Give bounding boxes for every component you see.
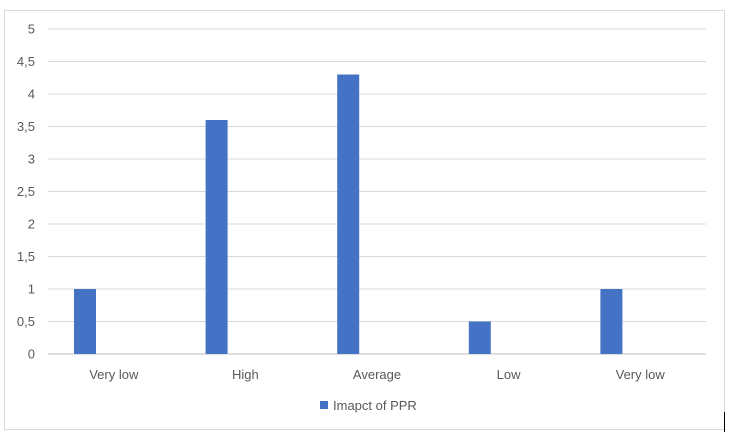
bar: [600, 289, 623, 354]
x-tick-label: Low: [497, 367, 521, 382]
bar: [468, 321, 491, 354]
bar: [205, 120, 228, 354]
legend-label: Imapct of PPR: [333, 398, 417, 413]
y-tick-label: 2,5: [17, 184, 35, 199]
bars: [74, 74, 623, 354]
y-tick-label: 0: [28, 347, 35, 362]
bar: [337, 74, 360, 354]
y-tick-label: 3: [28, 152, 35, 167]
x-tick-label: Average: [353, 367, 401, 382]
y-axis-tick-labels: 0 0,5 1 1,5 2 2,5 3 3,5 4 4,5 5: [17, 22, 35, 362]
bar: [74, 289, 96, 354]
y-tick-label: 2: [28, 217, 35, 232]
x-axis-tick-labels: Very low High Average Low Very low: [89, 367, 665, 382]
x-tick-label: High: [232, 367, 259, 382]
x-tick-label: Very low: [616, 367, 666, 382]
y-tick-label: 0,5: [17, 314, 35, 329]
legend: Imapct of PPR: [320, 398, 417, 413]
x-tick-label: Very low: [89, 367, 139, 382]
y-tick-label: 1,5: [17, 249, 35, 264]
text-cursor: [724, 412, 725, 432]
y-tick-label: 4: [28, 87, 35, 102]
y-tick-label: 3,5: [17, 119, 35, 134]
y-tick-label: 5: [28, 22, 35, 37]
legend-swatch: [320, 401, 328, 409]
y-tick-label: 4,5: [17, 54, 35, 69]
chart-frame: [4, 10, 725, 430]
y-tick-label: 1: [28, 282, 35, 297]
gridlines: [48, 28, 706, 355]
